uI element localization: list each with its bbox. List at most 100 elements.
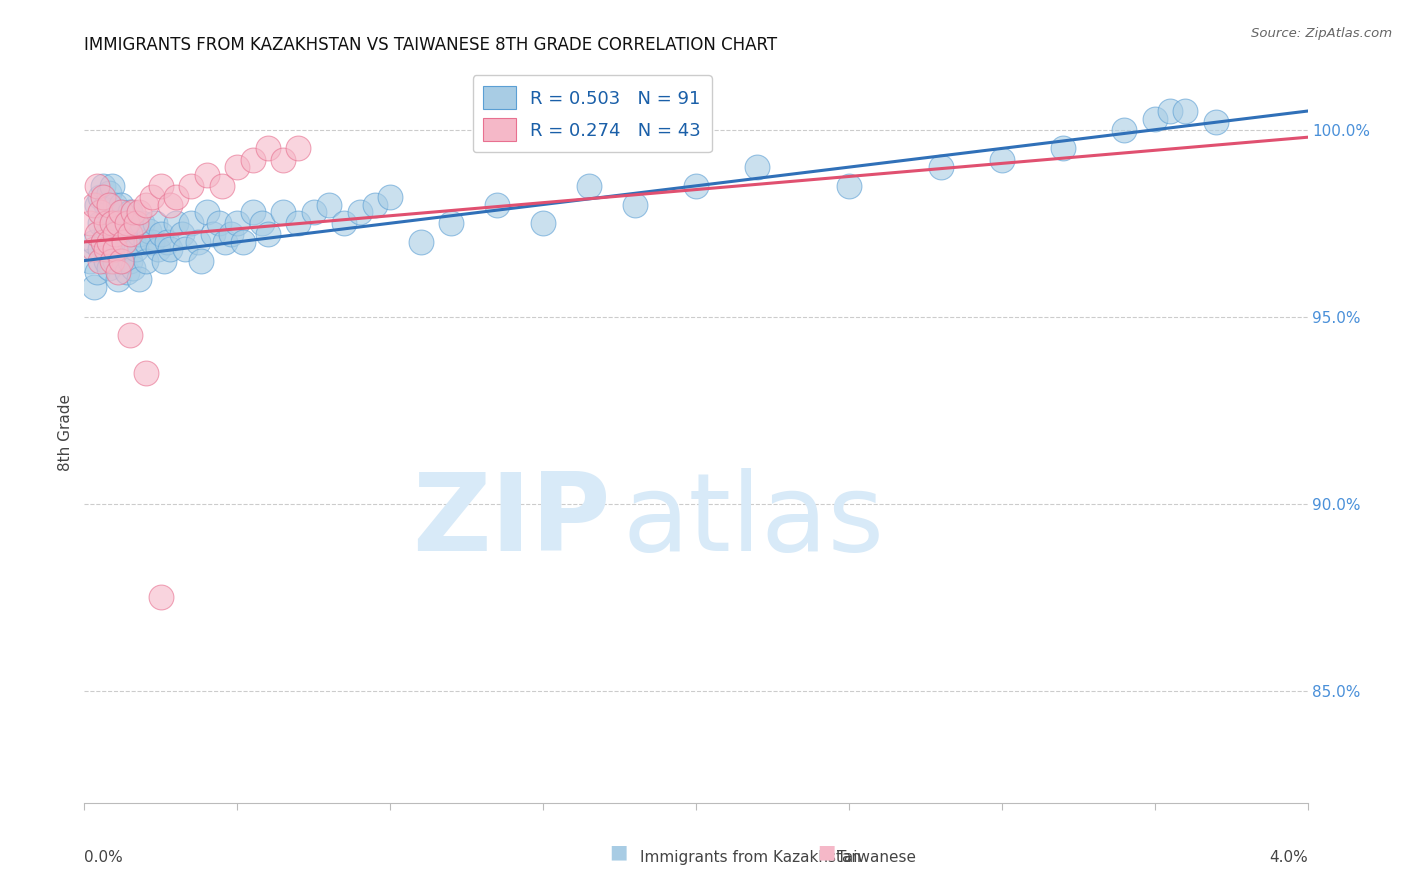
Point <box>624 197 647 211</box>
Point <box>89 243 111 257</box>
Point <box>122 235 145 249</box>
Point <box>122 261 145 276</box>
Point <box>120 253 142 268</box>
Point <box>97 261 120 276</box>
Point <box>242 153 264 167</box>
Point <box>83 197 105 211</box>
Point <box>94 253 117 268</box>
Point <box>201 227 224 242</box>
Point <box>104 197 127 211</box>
Point <box>131 216 153 230</box>
Point <box>226 216 249 230</box>
Point <box>115 265 138 279</box>
Point <box>349 205 371 219</box>
Text: 0.0%: 0.0% <box>84 850 124 865</box>
Point <box>287 141 309 155</box>
Point <box>86 265 108 279</box>
Point <box>104 235 127 249</box>
Point <box>250 216 273 230</box>
Text: Taiwanese: Taiwanese <box>837 850 915 865</box>
Point <box>110 205 132 219</box>
Point <box>104 253 127 268</box>
Point <box>991 153 1014 167</box>
Y-axis label: 8th Grade: 8th Grade <box>58 394 73 471</box>
Point <box>180 178 202 193</box>
Point <box>83 235 105 249</box>
Point <box>271 205 294 219</box>
Point <box>172 227 194 242</box>
Text: Immigrants from Kazakhstan: Immigrants from Kazakhstan <box>640 850 860 865</box>
Point <box>141 190 163 204</box>
Text: atlas: atlas <box>623 468 884 574</box>
Point <box>180 216 202 230</box>
Point <box>165 216 187 230</box>
Point <box>302 205 325 219</box>
Point <box>380 190 402 204</box>
Point <box>89 205 111 219</box>
Point <box>214 235 236 249</box>
Point <box>112 227 135 242</box>
Point <box>1143 112 1166 126</box>
Point <box>195 168 218 182</box>
Point <box>91 235 114 249</box>
Point <box>97 235 120 249</box>
Point <box>125 216 148 230</box>
Point <box>159 243 181 257</box>
Text: 4.0%: 4.0% <box>1268 850 1308 865</box>
Point <box>578 178 600 193</box>
Point <box>257 227 280 242</box>
Point <box>149 590 172 604</box>
Point <box>107 265 129 279</box>
Point <box>531 216 554 230</box>
Point <box>79 253 101 268</box>
Point <box>91 178 114 193</box>
Point <box>110 253 132 268</box>
Point <box>128 205 150 219</box>
Point <box>149 178 172 193</box>
Point <box>120 227 142 242</box>
Legend: R = 0.503   N = 91, R = 0.274   N = 43: R = 0.503 N = 91, R = 0.274 N = 43 <box>472 75 711 153</box>
Point <box>747 160 769 174</box>
Point <box>86 227 108 242</box>
Point <box>219 227 242 242</box>
Point <box>146 243 169 257</box>
Point <box>208 216 231 230</box>
Point <box>89 190 111 204</box>
Point <box>104 227 127 242</box>
Point <box>159 197 181 211</box>
Point <box>97 186 120 201</box>
Point <box>929 160 952 174</box>
Point <box>86 178 108 193</box>
Point <box>125 216 148 230</box>
Point <box>165 190 187 204</box>
Point <box>287 216 309 230</box>
Point <box>91 235 114 249</box>
Point <box>211 178 233 193</box>
Point <box>107 216 129 230</box>
Point <box>122 205 145 219</box>
Point <box>120 205 142 219</box>
Point <box>1205 115 1227 129</box>
Point <box>195 205 218 219</box>
Point <box>1159 103 1181 118</box>
Point <box>271 153 294 167</box>
Point <box>838 178 860 193</box>
Point <box>97 197 120 211</box>
Point <box>135 253 157 268</box>
Point <box>232 235 254 249</box>
Point <box>174 243 197 257</box>
Point <box>89 216 111 230</box>
Point <box>333 216 356 230</box>
Point <box>91 190 114 204</box>
Point <box>115 216 138 230</box>
Point <box>101 253 124 268</box>
Point <box>83 243 105 257</box>
Point <box>318 197 340 211</box>
Text: Source: ZipAtlas.com: Source: ZipAtlas.com <box>1251 27 1392 40</box>
Point <box>135 366 157 380</box>
Point <box>135 197 157 211</box>
Point <box>128 272 150 286</box>
Point <box>242 205 264 219</box>
Point <box>112 243 135 257</box>
Point <box>107 272 129 286</box>
